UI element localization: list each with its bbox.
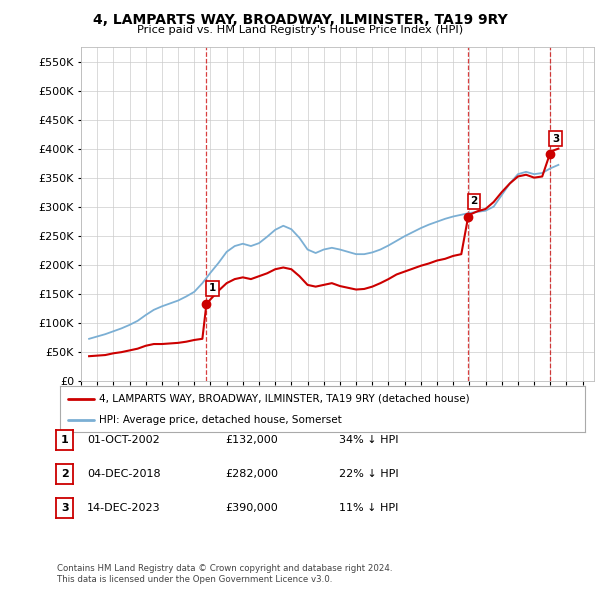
Text: 4, LAMPARTS WAY, BROADWAY, ILMINSTER, TA19 9RY (detached house): 4, LAMPARTS WAY, BROADWAY, ILMINSTER, TA… <box>100 394 470 404</box>
Text: 3: 3 <box>61 503 68 513</box>
Text: £282,000: £282,000 <box>225 469 278 478</box>
Text: Price paid vs. HM Land Registry's House Price Index (HPI): Price paid vs. HM Land Registry's House … <box>137 25 463 35</box>
Text: 34% ↓ HPI: 34% ↓ HPI <box>339 435 398 444</box>
Text: 2: 2 <box>61 469 68 478</box>
Text: 01-OCT-2002: 01-OCT-2002 <box>87 435 160 444</box>
Text: 11% ↓ HPI: 11% ↓ HPI <box>339 503 398 513</box>
Text: 1: 1 <box>61 435 68 444</box>
Text: £132,000: £132,000 <box>225 435 278 444</box>
Text: 4, LAMPARTS WAY, BROADWAY, ILMINSTER, TA19 9RY: 4, LAMPARTS WAY, BROADWAY, ILMINSTER, TA… <box>92 13 508 27</box>
Text: 04-DEC-2018: 04-DEC-2018 <box>87 469 161 478</box>
Text: 3: 3 <box>552 134 559 144</box>
Text: 2: 2 <box>470 196 478 206</box>
Text: HPI: Average price, detached house, Somerset: HPI: Average price, detached house, Some… <box>100 415 342 425</box>
Text: 22% ↓ HPI: 22% ↓ HPI <box>339 469 398 478</box>
Text: £390,000: £390,000 <box>225 503 278 513</box>
Text: Contains HM Land Registry data © Crown copyright and database right 2024.: Contains HM Land Registry data © Crown c… <box>57 565 392 573</box>
Text: 14-DEC-2023: 14-DEC-2023 <box>87 503 161 513</box>
Text: 1: 1 <box>209 283 216 293</box>
Text: This data is licensed under the Open Government Licence v3.0.: This data is licensed under the Open Gov… <box>57 575 332 584</box>
